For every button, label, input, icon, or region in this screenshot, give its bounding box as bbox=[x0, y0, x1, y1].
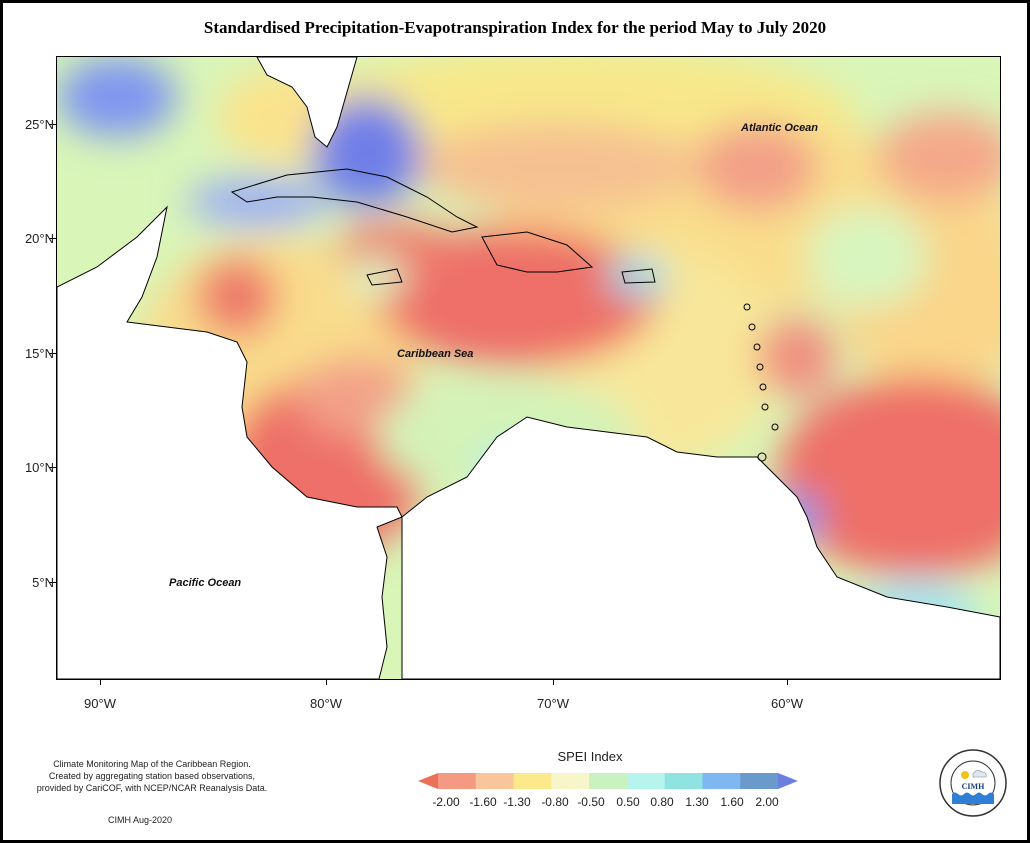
legend-label-4: -0.80 bbox=[541, 795, 569, 809]
credit-date: CIMH Aug-2020 bbox=[107, 815, 173, 825]
legend-swatch-7 bbox=[626, 773, 666, 789]
ocean-labels: Atlantic Ocean Caribbean Sea Pacific Oce… bbox=[169, 122, 818, 589]
legend-label-7: 0.80 bbox=[650, 795, 674, 809]
legend-label-2: -1.60 bbox=[469, 795, 497, 809]
legend-label-8: 1.30 bbox=[685, 795, 709, 809]
lesser-antilles bbox=[743, 303, 779, 462]
legend-labels: -2.00 -1.60 -1.30 -0.80 -0.50 0.50 0.80 … bbox=[0, 795, 1030, 811]
legend-swatch-8 bbox=[664, 773, 703, 789]
y-label-25n: 25°N bbox=[24, 117, 54, 132]
legend-swatch-6 bbox=[589, 773, 628, 789]
legend-colorbar bbox=[418, 773, 798, 789]
y-tick-25n bbox=[49, 124, 56, 125]
x-tick-80w bbox=[326, 679, 327, 685]
legend-swatch-3 bbox=[475, 773, 515, 789]
credit-line-1: Climate Monitoring Map of the Caribbean … bbox=[53, 759, 251, 769]
caribbean-sea-label: Caribbean Sea bbox=[397, 348, 473, 360]
land-masses bbox=[57, 57, 1000, 679]
x-label-90w: 90°W bbox=[84, 696, 116, 711]
credit-line-2: Created by aggregating station based obs… bbox=[48, 771, 256, 781]
x-label-70w: 70°W bbox=[537, 696, 569, 711]
x-tick-70w bbox=[553, 679, 554, 685]
spei-map: Atlantic Ocean Caribbean Sea Pacific Oce… bbox=[57, 57, 1000, 679]
y-label-10n: 10°N bbox=[24, 460, 54, 475]
legend-swatch-5 bbox=[551, 773, 590, 789]
y-tick-15n bbox=[49, 353, 56, 354]
legend-label-3: -1.30 bbox=[503, 795, 531, 809]
y-label-20n: 20°N bbox=[24, 231, 54, 246]
legend-swatch-11 bbox=[778, 773, 798, 789]
legend-label-6: 0.50 bbox=[616, 795, 640, 809]
y-label-15n: 15°N bbox=[24, 346, 54, 361]
y-tick-10n bbox=[49, 467, 56, 468]
credit-text: Climate Monitoring Map of the Caribbean … bbox=[22, 758, 282, 794]
legend-label-5: -0.50 bbox=[577, 795, 605, 809]
y-tick-20n bbox=[49, 238, 56, 239]
x-label-80w: 80°W bbox=[310, 696, 342, 711]
waves-icon bbox=[952, 792, 994, 804]
cloud-icon bbox=[972, 770, 987, 778]
map-title: Standardised Precipitation-Evapotranspir… bbox=[203, 18, 827, 37]
map-panel: Atlantic Ocean Caribbean Sea Pacific Oce… bbox=[56, 56, 1001, 680]
legend-swatch-10 bbox=[740, 773, 779, 789]
pacific-ocean-label: Pacific Ocean bbox=[169, 577, 241, 589]
legend-label-9: 1.60 bbox=[720, 795, 744, 809]
x-label-60w: 60°W bbox=[771, 696, 803, 711]
legend-swatch-9 bbox=[702, 773, 741, 789]
legend-swatch-1 bbox=[418, 773, 438, 789]
sun-icon bbox=[961, 771, 969, 779]
cimh-logo: CIMH bbox=[939, 749, 1007, 817]
cimh-logo-text: CIMH bbox=[962, 782, 985, 791]
credit-line-3: provided by CariCOF, with NCEP/NCAR Rean… bbox=[36, 783, 268, 793]
y-label-5n: 5°N bbox=[32, 575, 54, 590]
legend-title: SPEI Index bbox=[557, 749, 623, 764]
legend-swatch-2 bbox=[438, 773, 477, 789]
legend-swatch-4 bbox=[513, 773, 552, 789]
legend-label-1: -2.00 bbox=[432, 795, 460, 809]
atlantic-ocean-label: Atlantic Ocean bbox=[740, 122, 818, 134]
legend-label-10: 2.00 bbox=[755, 795, 779, 809]
x-tick-90w bbox=[100, 679, 101, 685]
x-tick-60w bbox=[787, 679, 788, 685]
y-tick-5n bbox=[49, 582, 56, 583]
